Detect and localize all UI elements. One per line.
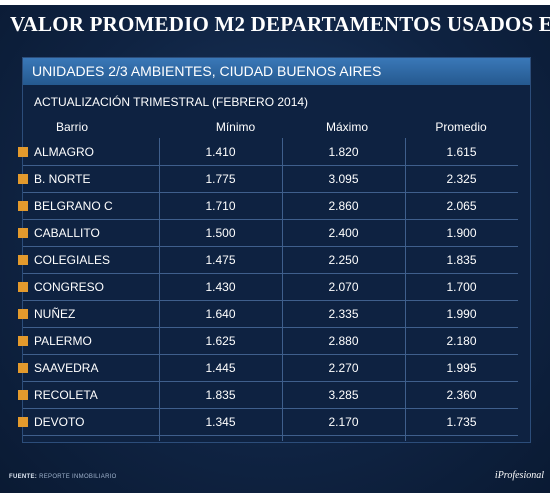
table-panel: UNIDADES 2/3 AMBIENTES, CIUDAD BUENOS AI…: [18, 57, 531, 443]
cell-minimo: 1.430: [205, 280, 236, 294]
table-row: RECOLETA 1.835 3.285 2.360: [18, 382, 530, 409]
cell-barrio: PALERMO: [34, 334, 92, 348]
cell-maximo: 2.270: [328, 361, 359, 375]
column-header-barrio: Barrio: [56, 120, 89, 134]
cell-minimo: 1.500: [205, 226, 236, 240]
column-header-minimo: Mínimo: [215, 120, 256, 134]
table-row: COLEGIALES 1.475 2.250 1.835: [18, 247, 530, 274]
chart-title: VALOR PROMEDIO M2 DEPARTAMENTOS USADOS E…: [10, 12, 550, 36]
row-bullet-icon: [18, 363, 28, 373]
cell-maximo: 2.860: [328, 199, 359, 213]
row-divider: [23, 165, 518, 166]
source-label: FUENTE:: [9, 474, 38, 480]
cell-barrio: RECOLETA: [34, 388, 98, 402]
table-row: ALMAGRO 1.410 1.820 1.615: [18, 139, 530, 166]
cell-barrio: ALMAGRO: [34, 145, 95, 159]
cell-minimo: 1.640: [205, 307, 236, 321]
table-row: BELGRANO C 1.710 2.860 2.065: [18, 193, 530, 220]
row-divider: [23, 435, 518, 436]
cell-minimo: 1.835: [205, 388, 236, 402]
cell-promedio: 1.990: [446, 307, 477, 321]
cell-promedio: 2.360: [446, 388, 477, 402]
row-divider: [23, 354, 518, 355]
row-bullet-icon: [18, 390, 28, 400]
source-value: REPORTE INMOBILIARIO: [39, 474, 117, 480]
row-divider: [23, 246, 518, 247]
column-divider: [159, 138, 160, 441]
table-row: SAAVEDRA 1.445 2.270 1.995: [18, 355, 530, 382]
cell-promedio: 1.615: [446, 145, 477, 159]
table-row: PALERMO 1.625 2.880 2.180: [18, 328, 530, 355]
cell-promedio: 1.735: [446, 415, 477, 429]
row-bullet-icon: [18, 201, 28, 211]
table-row: B. NORTE 1.775 3.095 2.325: [18, 166, 530, 193]
brand-logo: iProfesional: [494, 470, 544, 481]
cell-barrio: COLEGIALES: [34, 253, 111, 267]
cell-minimo: 1.345: [205, 415, 236, 429]
row-divider: [23, 219, 518, 220]
cell-minimo: 1.775: [205, 172, 236, 186]
chart-subtitle: UNIDADES 2/3 AMBIENTES, CIUDAD BUENOS AI…: [32, 63, 382, 79]
cell-barrio: B. NORTE: [34, 172, 91, 186]
table-row: DEVOTO 1.345 2.170 1.735: [18, 409, 530, 436]
cell-maximo: 2.070: [328, 280, 359, 294]
cell-minimo: 1.475: [205, 253, 236, 267]
cell-maximo: 2.880: [328, 334, 359, 348]
cell-maximo: 2.250: [328, 253, 359, 267]
row-divider: [23, 273, 518, 274]
row-bullet-icon: [18, 282, 28, 292]
table-row: NUÑEZ 1.640 2.335 1.990: [18, 301, 530, 328]
cell-maximo: 2.170: [328, 415, 359, 429]
cell-promedio: 1.900: [446, 226, 477, 240]
top-strip: [0, 0, 550, 5]
table-row: CONGRESO 1.430 2.070 1.700: [18, 274, 530, 301]
column-header-promedio: Promedio: [435, 120, 487, 134]
subtitle-bar: UNIDADES 2/3 AMBIENTES, CIUDAD BUENOS AI…: [23, 58, 530, 85]
table-body: ALMAGRO 1.410 1.820 1.615 B. NORTE 1.775 3.095…: [18, 138, 530, 441]
table-row: CABALLITO 1.500 2.400 1.900: [18, 220, 530, 247]
cell-maximo: 1.820: [328, 145, 359, 159]
source-note: FUENTE: REPORTE INMOBILIARIO: [9, 474, 117, 480]
row-bullet-icon: [18, 336, 28, 346]
row-divider: [23, 192, 518, 193]
row-bullet-icon: [18, 147, 28, 157]
cell-promedio: 1.700: [446, 280, 477, 294]
row-bullet-icon: [18, 309, 28, 319]
column-divider: [405, 138, 406, 441]
cell-barrio: SAAVEDRA: [34, 361, 99, 375]
cell-minimo: 1.445: [205, 361, 236, 375]
cell-promedio: 2.325: [446, 172, 477, 186]
cell-minimo: 1.710: [205, 199, 236, 213]
update-label: ACTUALIZACIÓN TRIMESTRAL (FEBRERO 2014): [34, 95, 309, 109]
cell-barrio: CABALLITO: [34, 226, 100, 240]
row-bullet-icon: [18, 417, 28, 427]
cell-maximo: 3.095: [328, 172, 359, 186]
row-divider: [23, 300, 518, 301]
column-header-maximo: Máximo: [325, 120, 368, 134]
row-divider: [23, 408, 518, 409]
cell-barrio: CONGRESO: [34, 280, 105, 294]
cell-promedio: 1.835: [446, 253, 477, 267]
row-bullet-icon: [18, 255, 28, 265]
column-divider: [282, 138, 283, 441]
row-divider: [23, 381, 518, 382]
cell-promedio: 2.180: [446, 334, 477, 348]
cell-promedio: 2.065: [446, 199, 477, 213]
cell-maximo: 2.335: [328, 307, 359, 321]
cell-barrio: DEVOTO: [34, 415, 85, 429]
cell-minimo: 1.625: [205, 334, 236, 348]
row-bullet-icon: [18, 174, 28, 184]
cell-maximo: 3.285: [328, 388, 359, 402]
row-bullet-icon: [18, 228, 28, 238]
row-divider: [23, 327, 518, 328]
cell-maximo: 2.400: [328, 226, 359, 240]
cell-barrio: BELGRANO C: [34, 199, 113, 213]
cell-barrio: NUÑEZ: [34, 307, 76, 321]
cell-minimo: 1.410: [205, 145, 236, 159]
cell-promedio: 1.995: [446, 361, 477, 375]
